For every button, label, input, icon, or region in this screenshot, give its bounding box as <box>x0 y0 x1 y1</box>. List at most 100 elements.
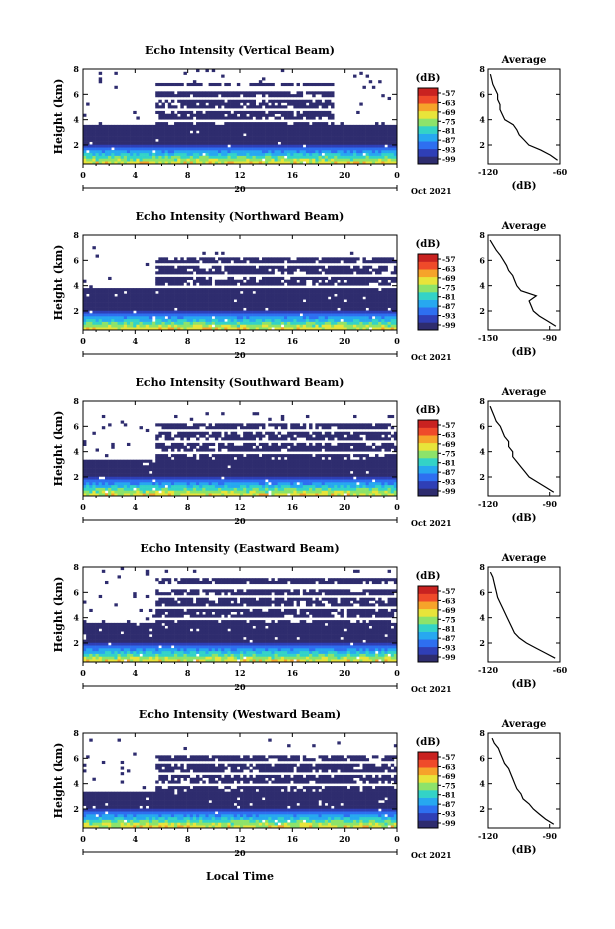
heatmap-cell <box>227 110 231 114</box>
heatmap-cell <box>243 150 247 154</box>
heatmap-cell <box>233 318 238 322</box>
heatmap-cell <box>331 282 335 286</box>
heatmap-cell <box>227 265 231 269</box>
heatmap-cell <box>111 307 115 311</box>
heatmap-cell <box>214 130 219 134</box>
heatmap-cell <box>261 310 266 314</box>
heatmap-cell <box>258 310 263 314</box>
heatmap-cell <box>327 155 332 159</box>
heatmap-cell <box>108 318 112 322</box>
heatmap-cell <box>174 271 178 275</box>
heatmap-cell <box>158 138 162 142</box>
heatmap-cell <box>158 307 162 311</box>
heatmap-cell <box>123 304 128 308</box>
heatmap-cell <box>199 304 203 308</box>
heatmap-cell <box>170 138 175 142</box>
heatmap-cell <box>92 468 96 472</box>
heatmap-cell <box>390 158 395 162</box>
heatmap-cell <box>324 113 329 117</box>
heatmap-cell <box>186 152 191 156</box>
heatmap-cell <box>142 313 147 317</box>
heatmap-cell <box>327 299 332 303</box>
heatmap-cell <box>233 268 238 272</box>
heatmap-cell <box>202 130 206 134</box>
heatmap-cell <box>302 133 307 137</box>
heatmap-cell <box>192 102 197 106</box>
heatmap-cell <box>89 324 93 328</box>
heatmap-cell <box>305 260 310 264</box>
heatmap-cell <box>148 155 153 159</box>
heatmap-cell <box>86 462 90 466</box>
heatmap-cell <box>293 324 297 328</box>
colorbar-tick-label: -87 <box>442 136 456 145</box>
heatmap-cell <box>271 130 275 134</box>
heatmap-cell <box>180 310 184 314</box>
heatmap-cell <box>353 260 357 264</box>
heatmap-cell <box>315 288 319 292</box>
heatmap-cell <box>302 279 307 283</box>
heatmap-cell <box>274 144 278 148</box>
heatmap-cell <box>327 288 332 292</box>
heatmap-cell <box>384 150 388 154</box>
heatmap-cell <box>230 138 235 142</box>
heatmap-cell <box>255 288 260 292</box>
heatmap-cell <box>189 288 194 292</box>
heatmap-cell <box>227 470 231 474</box>
heatmap-cell <box>202 324 206 328</box>
heatmap-cell <box>340 293 344 297</box>
heatmap-cell <box>214 136 219 140</box>
heatmap-cell <box>123 130 128 134</box>
heatmap-cell <box>309 113 313 117</box>
heatmap-cell <box>183 288 187 292</box>
heatmap-cell <box>236 302 241 306</box>
heatmap-cell <box>327 257 332 261</box>
heatmap-cell <box>299 282 304 286</box>
heatmap-cell <box>331 257 335 261</box>
heatmap-cell <box>177 324 181 328</box>
heatmap-cell <box>155 141 159 145</box>
heatmap-cell <box>126 462 131 466</box>
heatmap-cell <box>214 99 219 103</box>
heatmap-cell <box>145 127 150 131</box>
heatmap-cell <box>142 479 147 483</box>
heatmap-cell <box>236 82 241 87</box>
heatmap-cell <box>192 158 197 162</box>
heatmap-cell <box>101 288 106 292</box>
heatmap-cell <box>246 313 250 317</box>
heatmap-cell <box>340 147 344 151</box>
heatmap-cell <box>387 257 392 261</box>
heatmap-cell <box>318 110 322 114</box>
heatmap-cell <box>205 94 209 98</box>
heatmap-cell <box>202 470 206 474</box>
heatmap-cell <box>252 155 256 159</box>
heatmap-cell <box>218 268 222 272</box>
heatmap-cell <box>130 310 134 314</box>
heatmap-cell <box>378 321 382 325</box>
heatmap-cell <box>271 318 275 322</box>
heatmap-cell <box>142 459 147 463</box>
heatmap-cell <box>89 285 93 289</box>
heatmap-cell <box>167 265 172 269</box>
heatmap-cell <box>189 155 194 159</box>
heatmap-cell <box>381 94 385 98</box>
heatmap-cell <box>145 141 150 145</box>
x-tick-label: 4 <box>133 336 139 346</box>
heatmap-cell <box>123 127 128 131</box>
heatmap-cell <box>211 152 216 156</box>
heatmap-cell <box>174 423 178 427</box>
heatmap-cell <box>362 141 366 145</box>
heatmap-cell <box>362 260 366 264</box>
heatmap-cell <box>208 493 213 497</box>
heatmap-cell <box>315 293 319 297</box>
colorbar-swatch <box>418 292 438 300</box>
heatmap-cell <box>346 130 351 134</box>
heatmap-cell <box>246 91 250 95</box>
heatmap-cell <box>240 445 244 449</box>
heatmap-cell <box>356 318 360 322</box>
heatmap-cell <box>101 468 106 472</box>
heatmap-cell <box>236 434 241 438</box>
heatmap-cell <box>340 271 344 275</box>
heatmap-cell <box>155 493 159 497</box>
heatmap-cell <box>327 161 332 165</box>
heatmap-cell <box>258 113 263 117</box>
